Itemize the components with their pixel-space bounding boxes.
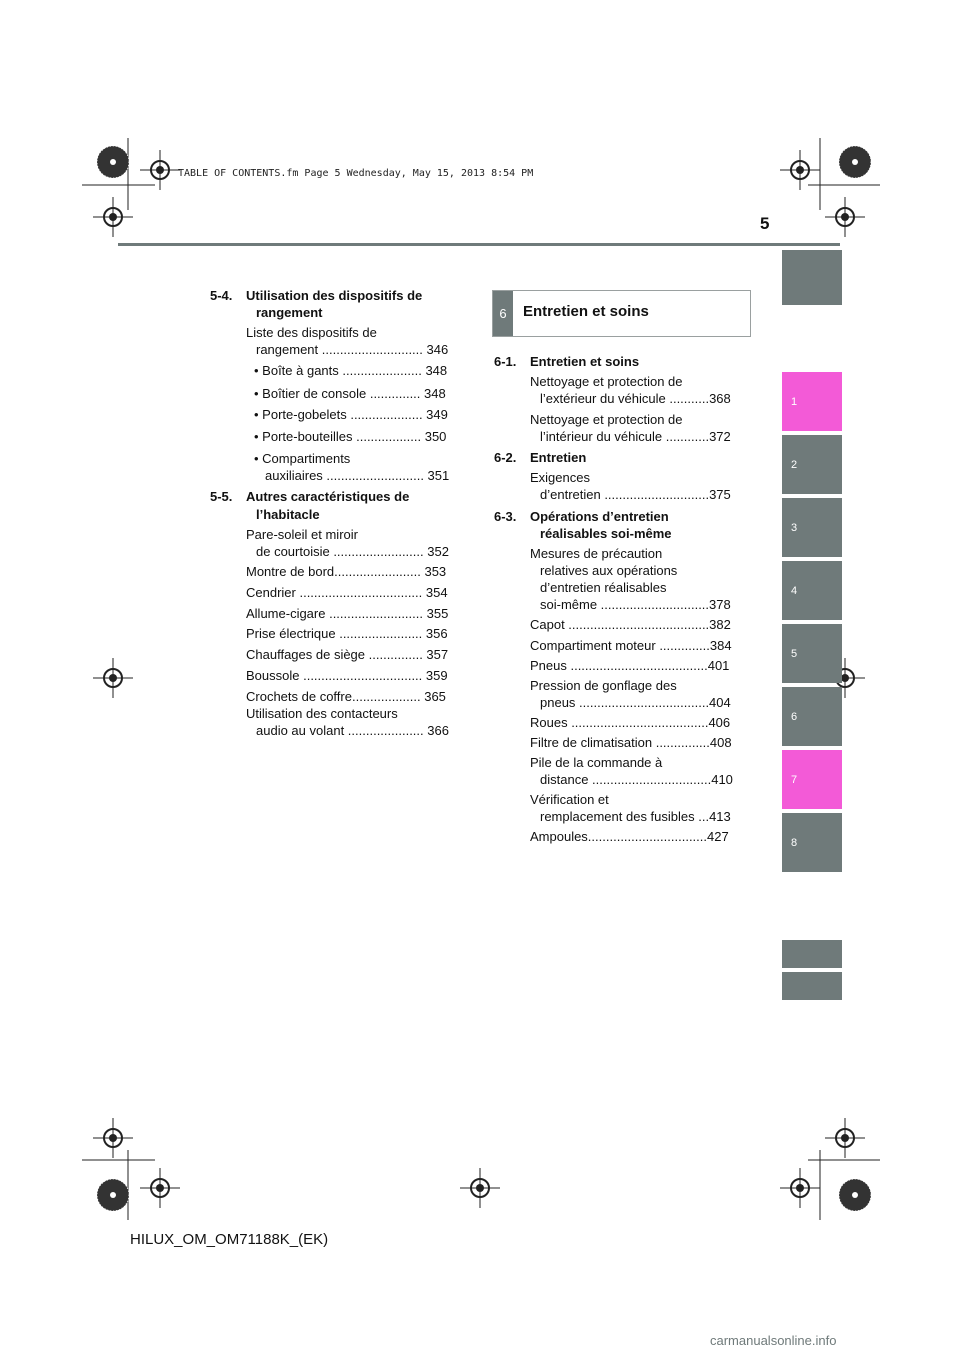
toc-entry[interactable]: Mesures de précaution — [530, 546, 663, 561]
toc-entry[interactable]: Cendrier ...............................… — [246, 585, 448, 600]
page-number: 5 — [760, 214, 770, 233]
toc-entry-cont[interactable]: pneus ..................................… — [540, 695, 731, 710]
toc-entry[interactable]: Pression de gonflage des — [530, 678, 677, 693]
toc-entry[interactable]: Filtre de climatisation ...............4… — [530, 735, 732, 750]
toc-entry[interactable]: Nettoyage et protection de — [530, 374, 683, 389]
header-rule — [118, 243, 840, 246]
toc-entry[interactable]: Pare-soleil et miroir — [246, 527, 358, 542]
toc-entry[interactable]: Roues ..................................… — [530, 715, 731, 730]
toc-entry[interactable]: Allume-cigare ..........................… — [246, 606, 449, 621]
toc-entry[interactable]: • Porte-bouteilles .................. 35… — [254, 429, 447, 444]
side-tab-2[interactable]: 2 — [782, 435, 842, 494]
toc-entry[interactable]: Prise électrique .......................… — [246, 626, 448, 641]
side-tab-index-b[interactable] — [782, 972, 842, 1000]
section-number: 6-3. — [494, 509, 517, 524]
toc-entry-cont[interactable]: de courtoisie ......................... … — [256, 544, 449, 559]
toc-entry-cont[interactable]: auxiliaires ........................... … — [265, 468, 450, 483]
side-tab-index-a[interactable] — [782, 940, 842, 968]
toc-entry-cont[interactable]: l’extérieur du véhicule ...........368 — [540, 391, 731, 406]
toc-entry[interactable]: Vérification et — [530, 792, 609, 807]
toc-entry[interactable]: Exigences — [530, 470, 590, 485]
document-code: HILUX_OM_OM71188K_(EK) — [130, 1231, 329, 1248]
section-number: 6-2. — [494, 450, 517, 465]
toc-entry-cont[interactable]: relatives aux opérations — [540, 563, 678, 578]
chapter-number: 6 — [493, 291, 513, 336]
toc-entry[interactable]: Liste des dispositifs de — [246, 325, 377, 340]
toc-entry[interactable]: Boussole ...............................… — [246, 668, 448, 683]
toc-entry[interactable]: • Boîtier de console .............. 348 — [254, 386, 446, 401]
side-tab-3[interactable]: 3 — [782, 498, 842, 557]
toc-entry[interactable]: Chauffages de siège ............... 357 — [246, 647, 449, 662]
toc-entry[interactable]: Crochets de coffre................... 36… — [246, 689, 446, 704]
toc-entry[interactable]: Pile de la commande à — [530, 755, 663, 770]
toc-entry[interactable]: Utilisation des contacteurs — [246, 706, 398, 721]
side-tab-5[interactable]: 5 — [782, 624, 842, 683]
chapter-header: 6 Entretien et soins — [492, 290, 751, 337]
section-number: 5-5. — [210, 489, 233, 504]
toc-entry-cont[interactable]: l’intérieur du véhicule ............372 — [540, 429, 731, 444]
file-stamp: TABLE OF CONTENTS.fm Page 5 Wednesday, M… — [178, 168, 534, 179]
toc-entry[interactable]: Compartiment moteur ..............384 — [530, 638, 732, 653]
toc-entry[interactable]: • Compartiments — [254, 451, 351, 466]
section-title-cont: rangement — [256, 305, 323, 320]
toc-entry[interactable]: Capot ..................................… — [530, 617, 731, 632]
toc-entry-cont[interactable]: d’entretien ............................… — [540, 487, 731, 502]
side-tab-1[interactable]: 1 — [782, 372, 842, 431]
toc-entry-cont[interactable]: distance ...............................… — [540, 772, 733, 787]
side-tab-top[interactable] — [782, 250, 842, 305]
section-title: Entretien — [530, 450, 587, 465]
chapter-title: Entretien et soins — [523, 303, 649, 320]
side-tab-4[interactable]: 4 — [782, 561, 842, 620]
side-tab-6[interactable]: 6 — [782, 687, 842, 746]
toc-entry[interactable]: • Boîte à gants ...................... 3… — [254, 363, 448, 378]
toc-entry[interactable]: Pneus ..................................… — [530, 658, 730, 673]
section-title-cont: l’habitacle — [256, 507, 320, 522]
toc-entry-cont[interactable]: rangement ............................ 3… — [256, 342, 449, 357]
section-title: Autres caractéristiques de — [246, 489, 410, 504]
section-title: Utilisation des dispositifs de — [246, 288, 423, 303]
toc-entry[interactable]: Ampoules................................… — [530, 829, 729, 844]
section-title: Entretien et soins — [530, 354, 640, 369]
toc-entry[interactable]: Montre de bord........................ 3… — [246, 564, 447, 579]
toc-entry-cont[interactable]: d’entretien réalisables — [540, 580, 667, 595]
toc-entry-cont[interactable]: soi-même ..............................3… — [540, 597, 731, 612]
toc-entry-cont[interactable]: audio au volant ..................... 36… — [256, 723, 449, 738]
section-title-cont: réalisables soi-même — [540, 526, 672, 541]
toc-entry-cont[interactable]: remplacement des fusibles ...413 — [540, 809, 731, 824]
watermark: carmanualsonline.info — [710, 1333, 837, 1348]
side-tab-7[interactable]: 7 — [782, 750, 842, 809]
section-number: 5-4. — [210, 288, 233, 303]
toc-entry[interactable]: • Porte-gobelets .................... 34… — [254, 407, 448, 422]
toc-entry[interactable]: Nettoyage et protection de — [530, 412, 683, 427]
section-number: 6-1. — [494, 354, 517, 369]
section-title: Opérations d’entretien — [530, 509, 669, 524]
side-tab-8[interactable]: 8 — [782, 813, 842, 872]
